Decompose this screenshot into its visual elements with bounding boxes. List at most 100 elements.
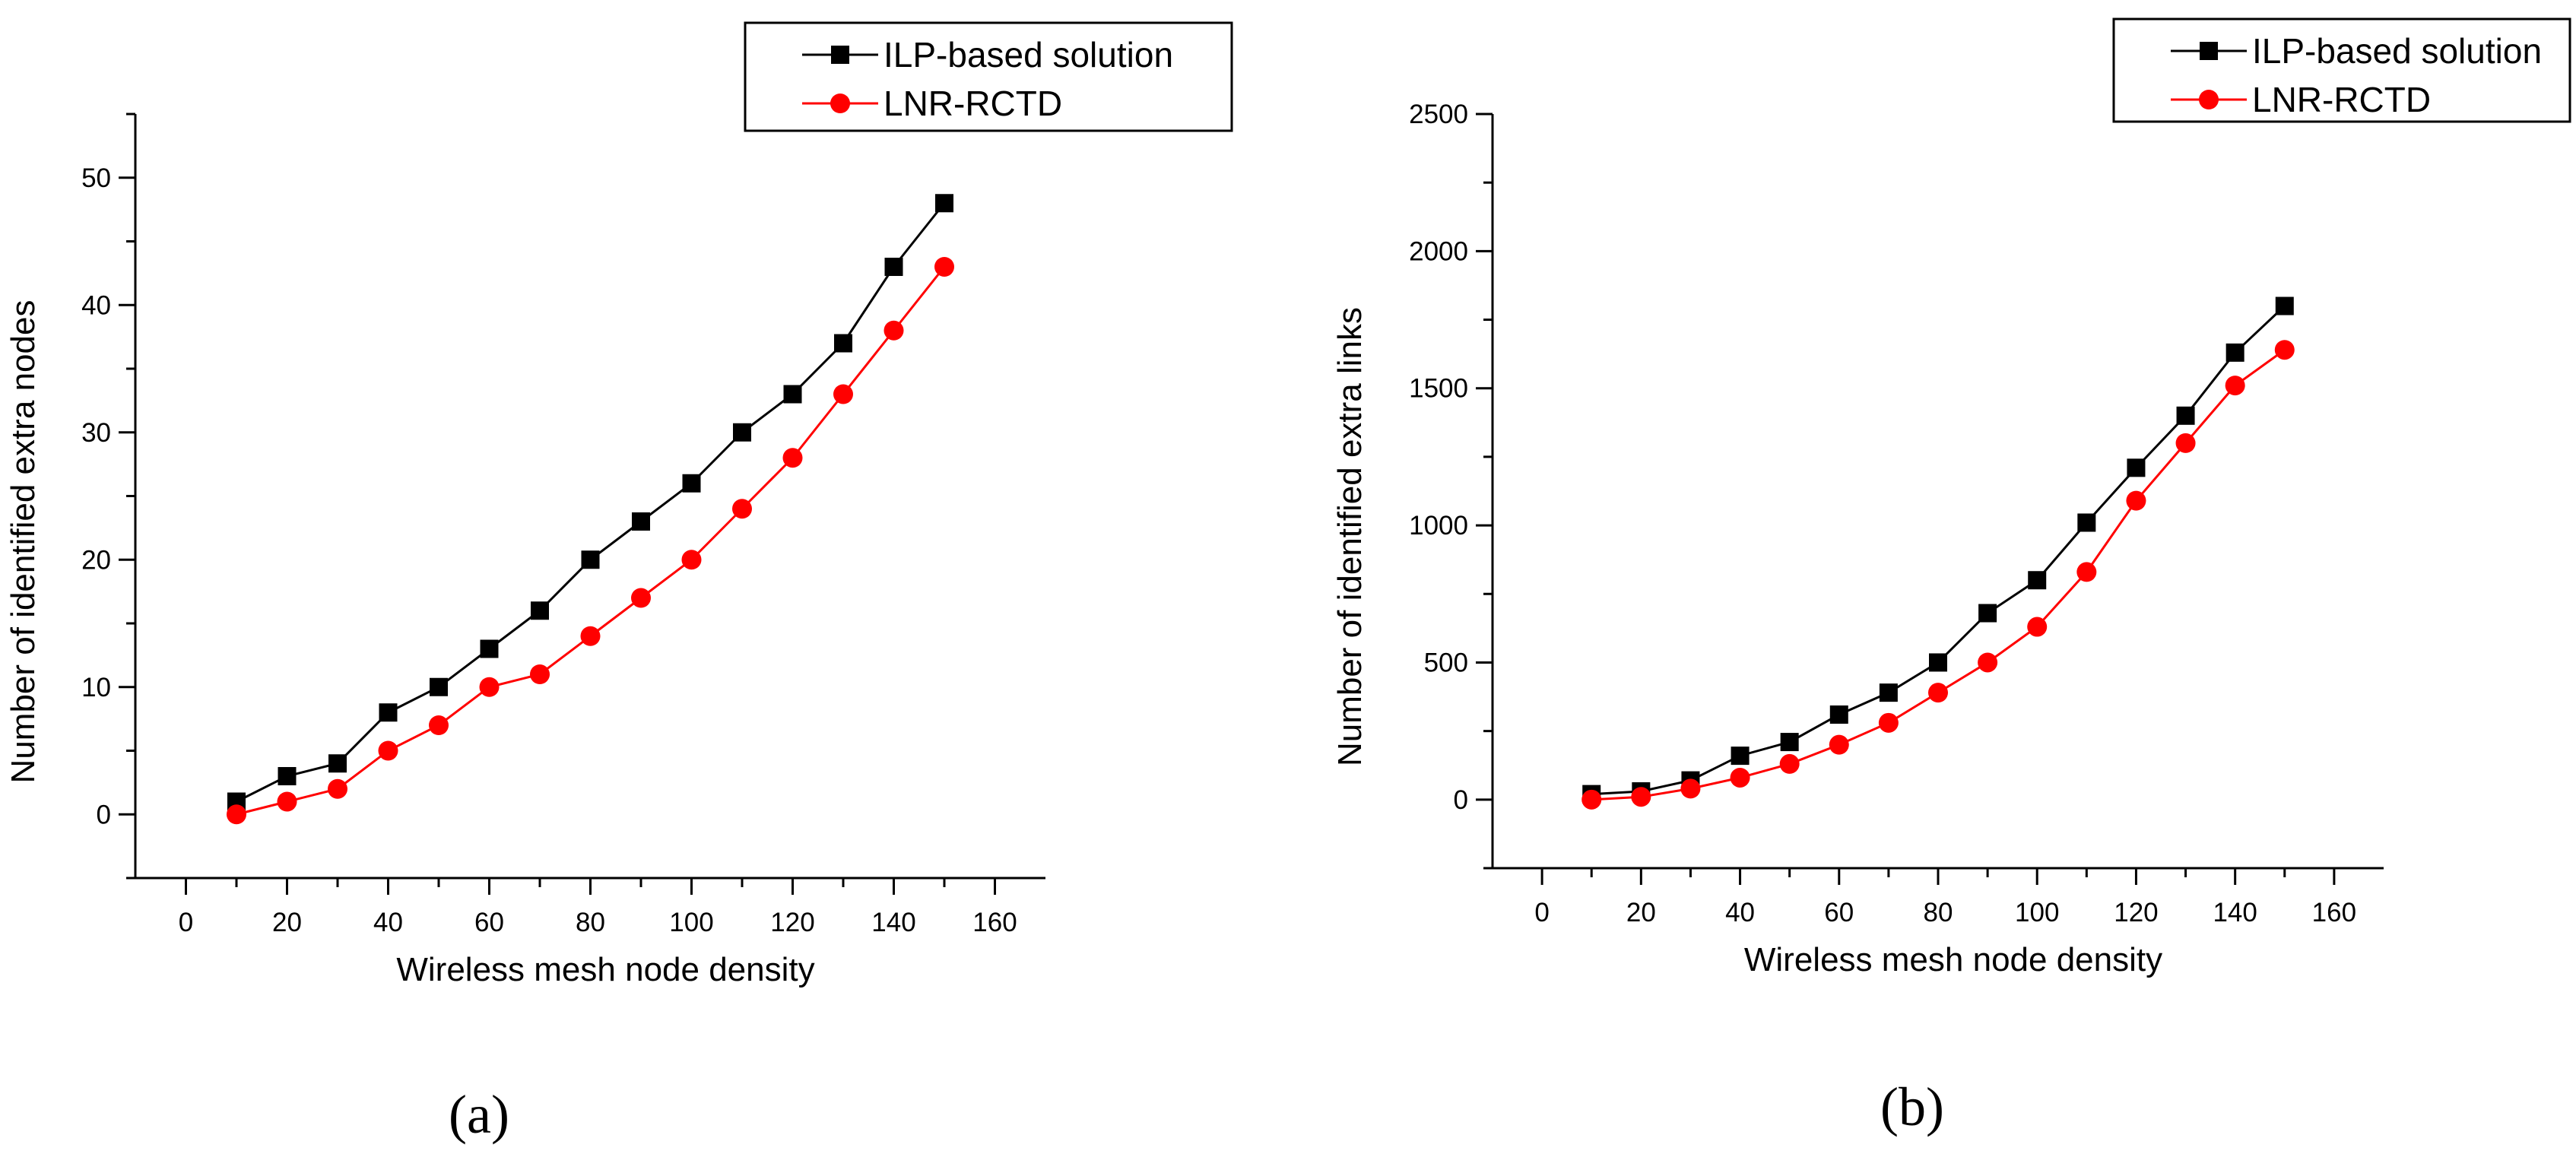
legend-marker	[2200, 42, 2218, 60]
y-tick-label: 1500	[1409, 374, 1468, 404]
x-tick-label: 120	[2114, 898, 2158, 927]
data-point	[2076, 562, 2097, 582]
legend-label: LNR-RCTD	[2252, 80, 2431, 119]
x-tick-label: 80	[1924, 898, 1953, 927]
data-point	[2225, 343, 2244, 362]
data-point	[227, 804, 246, 825]
data-point	[884, 258, 903, 276]
data-point	[2225, 376, 2245, 396]
series-lnr-rctd	[1581, 340, 2295, 810]
data-point	[1680, 778, 1701, 799]
y-tick-label: 0	[97, 800, 111, 829]
legend-label: ILP-based solution	[2252, 31, 2542, 71]
x-tick-label: 0	[179, 908, 193, 937]
data-point	[480, 639, 499, 658]
legend-marker	[830, 94, 850, 113]
data-point	[581, 550, 600, 569]
data-point	[1631, 787, 1651, 807]
data-point	[430, 677, 448, 696]
data-point	[833, 384, 853, 404]
data-point	[2275, 296, 2294, 315]
y-tick-label: 10	[81, 673, 111, 702]
x-tick-label: 120	[770, 908, 814, 937]
data-point	[631, 588, 651, 608]
series-lnr-rctd	[227, 257, 954, 825]
data-point	[834, 334, 852, 353]
x-axis-label: Wireless mesh node density	[396, 951, 814, 988]
data-point	[1780, 733, 1799, 752]
x-tick-label: 60	[1824, 898, 1854, 927]
x-tick-label: 80	[576, 908, 605, 937]
data-point	[2027, 617, 2048, 637]
data-point	[1928, 683, 1948, 703]
x-tick-label: 40	[1725, 898, 1755, 927]
x-axis-label: Wireless mesh node density	[1744, 941, 2162, 978]
figure-caption: (b)	[1880, 1076, 1944, 1137]
data-point	[681, 550, 702, 570]
y-axis-label: Number of identified extra nodes	[5, 300, 42, 784]
data-point	[278, 767, 297, 785]
x-tick-label: 60	[474, 908, 504, 937]
y-tick-label: 20	[81, 545, 111, 575]
x-tick-label: 100	[669, 908, 713, 937]
y-tick-label: 0	[1454, 785, 1468, 815]
data-point	[2274, 340, 2295, 360]
legend-box	[2112, 17, 2571, 123]
y-tick-label: 1000	[1409, 511, 1468, 541]
data-point	[479, 677, 500, 697]
y-tick-label: 30	[81, 418, 111, 448]
data-point	[580, 626, 601, 646]
legend-box	[744, 21, 1233, 132]
x-tick-label: 0	[1534, 898, 1549, 927]
legend-label: LNR-RCTD	[884, 84, 1062, 123]
data-point	[1731, 747, 1750, 766]
data-point	[1978, 652, 1998, 673]
chart-b: 0 20 40 60 80 100 120 140 160 0 500 1000 1500 2000 250…	[1331, 17, 2571, 1137]
data-point	[328, 754, 347, 773]
data-point	[379, 703, 398, 722]
legend: ILP-based solution LNR-RCTD	[2112, 17, 2571, 123]
data-point	[1879, 683, 1898, 702]
data-point	[2126, 490, 2146, 511]
legend: ILP-based solution LNR-RCTD	[744, 21, 1233, 132]
data-point	[732, 499, 752, 519]
data-point	[733, 423, 751, 442]
x-tick-label: 100	[2015, 898, 2059, 927]
data-point	[277, 791, 297, 812]
series-line	[236, 202, 946, 803]
data-point	[1581, 789, 1602, 810]
y-tick-label: 2500	[1409, 100, 1468, 129]
y-tick-label: 2000	[1409, 236, 1468, 266]
data-point	[782, 448, 803, 468]
legend-marker	[2199, 90, 2219, 109]
series-ilp	[227, 194, 953, 811]
x-tick-label: 20	[272, 908, 302, 937]
data-point	[2028, 571, 2047, 590]
data-point	[783, 385, 802, 404]
data-point	[1829, 734, 1849, 755]
data-point	[1829, 705, 1848, 724]
y-axis-label: Number of identified extra links	[1331, 307, 1369, 766]
data-point	[682, 474, 701, 493]
data-point	[429, 715, 449, 735]
x-tick-label: 20	[1626, 898, 1656, 927]
figure-caption: (a)	[449, 1084, 509, 1145]
data-point	[934, 257, 954, 277]
x-tick-label: 40	[373, 908, 403, 937]
x-tick-label: 140	[2213, 898, 2257, 927]
data-point	[531, 601, 549, 620]
data-point	[378, 740, 398, 761]
data-point	[935, 194, 953, 213]
data-point	[2176, 406, 2195, 425]
series-ilp	[1582, 296, 2294, 804]
data-point	[2077, 513, 2096, 532]
y-tick-label: 500	[1424, 648, 1468, 677]
y-tick-label: 50	[81, 163, 111, 193]
data-point	[632, 512, 650, 531]
data-point	[1978, 604, 1997, 623]
series-line	[1591, 305, 2286, 796]
legend-label: ILP-based solution	[884, 35, 1173, 75]
data-point	[2175, 433, 2196, 453]
data-point	[884, 320, 904, 341]
legend-marker	[831, 46, 849, 64]
